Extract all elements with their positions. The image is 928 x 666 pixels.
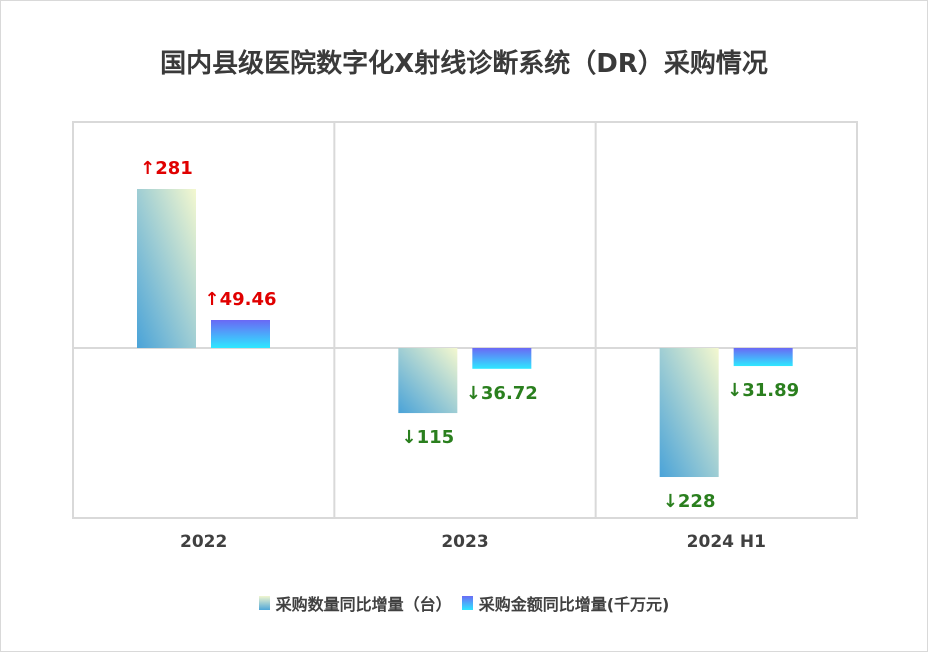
data-label: ↓228 bbox=[663, 491, 716, 512]
legend-item-quantity: 采购数量同比增量（台） bbox=[258, 591, 452, 615]
chart-title: 国内县级医院数字化X射线诊断系统（DR）采购情况 bbox=[160, 49, 768, 79]
chart-frame: 国内县级医院数字化X射线诊断系统（DR）采购情况 2022 ↑281 ↑49.46 2… bbox=[0, 0, 928, 652]
legend-swatch-quantity bbox=[258, 596, 270, 610]
plot-border bbox=[72, 121, 858, 519]
legend-label-quantity: 采购数量同比增量（台） bbox=[275, 595, 452, 614]
data-label: ↓115 bbox=[402, 427, 455, 448]
data-label: ↑281 bbox=[140, 158, 193, 179]
bar-amount bbox=[472, 348, 532, 369]
bar-quantity bbox=[659, 348, 719, 478]
bar-amount bbox=[211, 320, 270, 348]
chart-legend: 采购数量同比增量（台） 采购金额同比增量(千万元) bbox=[1, 591, 927, 615]
data-label: ↑49.46 bbox=[204, 289, 276, 310]
bar-quantity bbox=[398, 348, 458, 414]
bar-quantity bbox=[137, 189, 196, 348]
x-tick-label: 2022 bbox=[180, 532, 227, 552]
legend-item-amount: 采购金额同比增量(千万元) bbox=[461, 591, 670, 615]
x-tick-label: 2023 bbox=[441, 532, 488, 552]
bar-amount bbox=[733, 348, 793, 367]
data-label: ↓31.89 bbox=[727, 380, 799, 401]
x-tick-label: 2024 H1 bbox=[687, 532, 766, 552]
legend-label-amount: 采购金额同比增量(千万元) bbox=[478, 595, 670, 614]
legend-swatch-amount bbox=[461, 596, 473, 610]
data-label: ↓36.72 bbox=[466, 383, 538, 404]
